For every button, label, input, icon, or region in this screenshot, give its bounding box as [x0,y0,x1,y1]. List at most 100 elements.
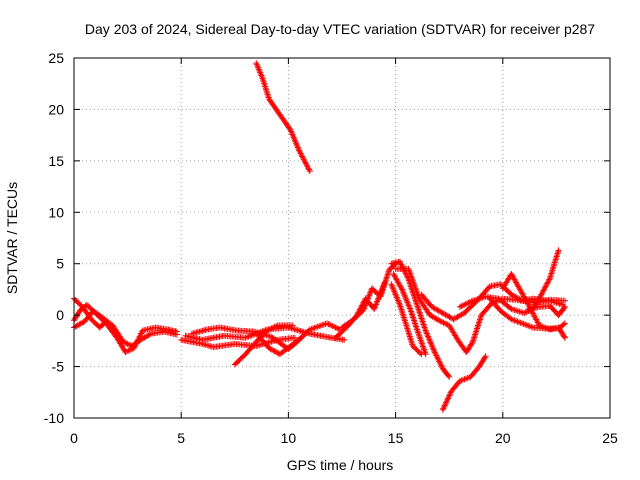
data-point [432,351,439,358]
data-point [415,304,422,311]
grid [74,58,610,418]
data-point [441,402,448,409]
data-point [482,353,489,360]
data-point [445,372,452,379]
data-point [416,307,423,314]
data-point [428,340,435,347]
series-trace-17 [439,353,489,413]
data-point [524,308,531,315]
data-point [539,288,546,295]
data-point [425,333,432,340]
data-point [388,282,395,289]
data-point [390,285,397,292]
data-point [366,291,373,298]
data-point [441,320,448,327]
data-point [445,393,452,400]
data-point [402,293,409,300]
data-point [393,293,400,300]
data-point [538,291,545,298]
data-point [539,290,546,297]
data-point [412,285,419,292]
data-point [126,347,133,354]
data-point [362,302,369,309]
data-point [419,316,426,323]
data-point [414,289,421,296]
data-point [459,302,466,309]
data-point [122,349,129,356]
data-point [395,298,402,305]
data-point [333,325,340,332]
data-point [367,289,374,296]
data-point [290,134,297,141]
data-point [466,299,473,306]
data-point [306,168,313,175]
data-point [295,146,302,153]
data-point [146,331,153,338]
data-point [291,135,298,142]
y-axis-title: SDTVAR / TECUs [4,182,20,294]
data-point [398,285,405,292]
data-point [431,348,438,355]
data-point [561,297,568,304]
data-point [560,321,567,328]
data-point [294,144,301,151]
data-point [442,401,449,408]
series-trace-14 [388,281,425,358]
data-point [422,327,429,334]
data-point [443,321,450,328]
data-point [541,286,548,293]
data-point [521,310,528,317]
data-point [446,392,453,399]
data-point [425,334,432,341]
series-trace-3 [71,308,180,349]
axis-ticks: 0 5 10 15 20 25 -10 -5 0 5 10 15 20 25 [44,50,618,446]
data-point [468,340,475,347]
data-point [405,265,412,272]
data-point [341,336,348,343]
y-tick-label: 5 [56,256,64,272]
data-point [429,345,436,352]
data-point [522,309,529,316]
data-point [293,141,300,148]
data-point [124,340,131,347]
data-point [391,288,398,295]
series-trace-9 [255,332,305,358]
data-point [289,322,296,329]
data-point [361,304,368,311]
data-point [372,301,379,308]
data-point [397,260,404,267]
series-trace-10 [332,279,388,341]
data-point [365,295,372,302]
data-point [394,295,401,302]
y-tick-label: 0 [56,307,64,323]
data-point [443,398,450,405]
data-point [123,348,130,355]
data-point [540,287,547,294]
data-point [429,343,436,350]
data-point [439,406,446,413]
data-point [428,342,435,349]
data-point [323,320,330,327]
data-point [437,361,444,368]
data-point [396,258,403,265]
data-point [411,283,418,290]
data-point [403,298,410,305]
data-point [434,353,441,360]
data-point [446,373,453,380]
data-point [464,300,471,307]
data-point [363,299,370,306]
data-point [415,306,422,313]
data-point [306,166,313,173]
data-point [393,294,400,301]
data-point [443,399,450,406]
data-point [418,351,425,358]
data-point [374,297,381,304]
y-tick-label: 20 [48,101,64,117]
data-point [543,281,550,288]
data-point [120,338,127,345]
data-point [410,280,417,287]
series-trace-8 [231,322,296,368]
data-point [414,303,421,310]
data-point [409,277,416,284]
data-point [125,347,132,354]
